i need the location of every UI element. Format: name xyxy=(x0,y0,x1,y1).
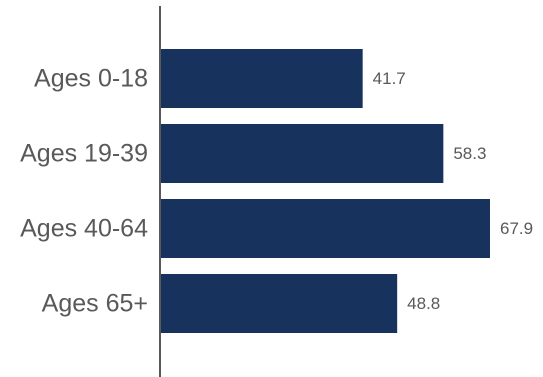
category-label: Ages 19-39 xyxy=(20,140,148,168)
value-label: 58.3 xyxy=(453,144,486,163)
value-label: 41.7 xyxy=(373,69,406,88)
category-labels: Ages 0-18 Ages 19-39 Ages 40-64 Ages 65+ xyxy=(20,65,148,318)
category-label: Ages 40-64 xyxy=(20,215,148,243)
bar-ages-65- xyxy=(160,274,398,333)
bar-ages-40-64 xyxy=(160,199,490,258)
bar-ages-19-39 xyxy=(160,124,444,183)
value-labels: 41.7 58.3 67.9 48.8 xyxy=(373,69,533,313)
bar-ages-0-18 xyxy=(160,49,363,108)
category-label: Ages 65+ xyxy=(42,290,148,318)
value-label: 67.9 xyxy=(500,219,533,238)
value-label: 48.8 xyxy=(407,294,440,313)
bars-group xyxy=(160,49,490,333)
category-label: Ages 0-18 xyxy=(34,65,148,93)
